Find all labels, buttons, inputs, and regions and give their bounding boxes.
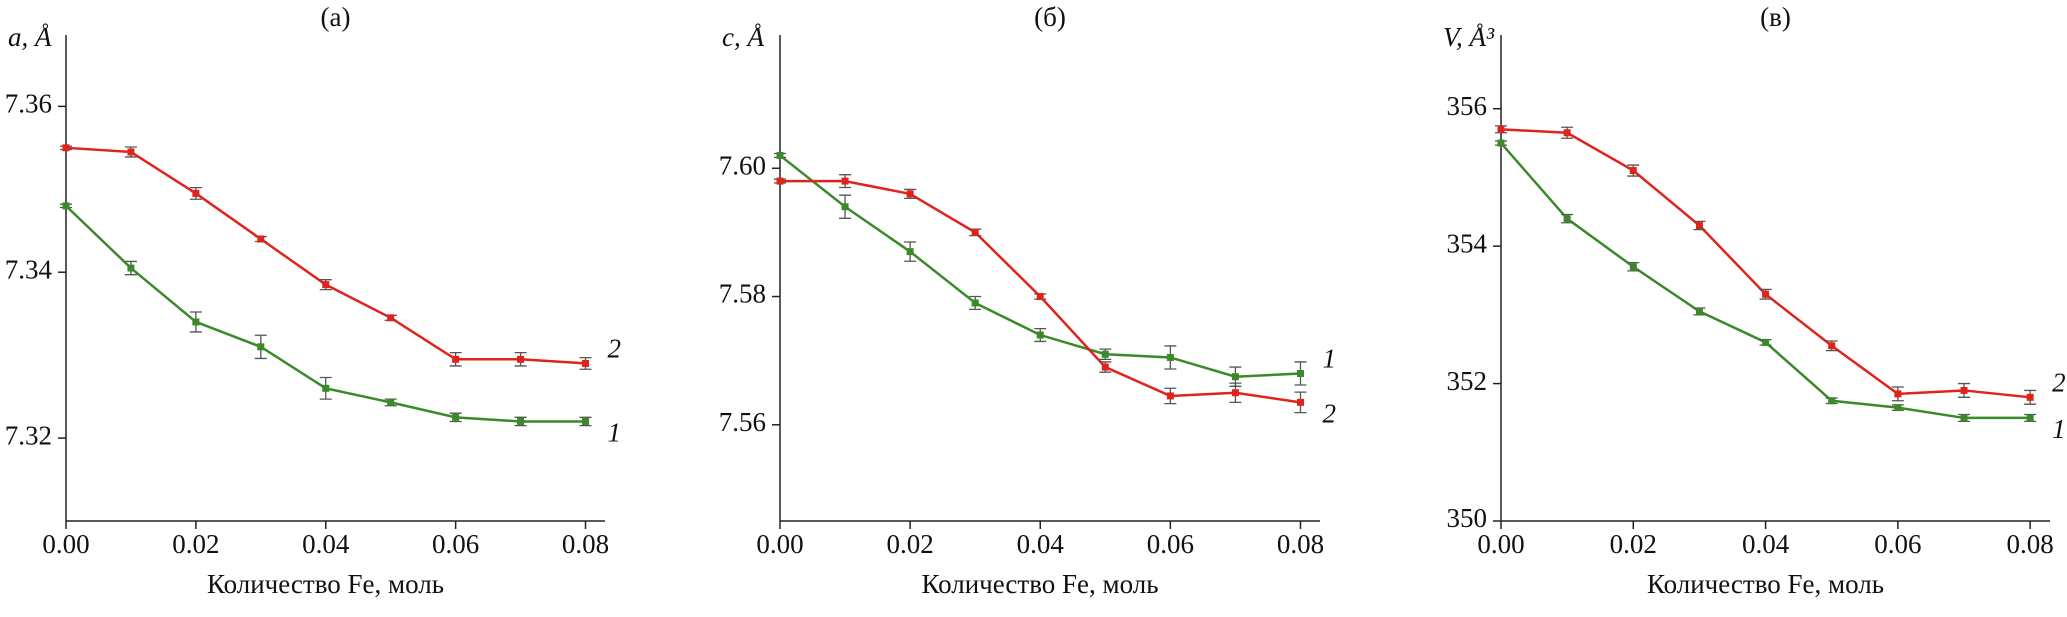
series-line <box>1500 142 2031 420</box>
y-axis-label: c, Å <box>722 22 764 52</box>
series-line <box>65 146 586 365</box>
x-tick-label: 0.06 <box>432 529 479 559</box>
series-line <box>779 154 1301 378</box>
y-tick-label: 7.60 <box>719 150 766 180</box>
data-point <box>776 177 784 185</box>
y-tick-label: 350 <box>1447 503 1488 533</box>
x-tick-label: 0.00 <box>1477 529 1524 559</box>
data-point <box>387 398 395 406</box>
panel-title: (в) <box>1760 2 1791 32</box>
series-label: 1 <box>2052 414 2066 444</box>
data-point <box>62 202 70 210</box>
data-point <box>1036 331 1044 339</box>
data-point <box>322 281 330 289</box>
data-point <box>2026 414 2034 422</box>
y-tick-label: 356 <box>1447 91 1488 121</box>
data-point <box>1894 404 1902 412</box>
panel-title: (а) <box>321 2 351 32</box>
data-point <box>1166 392 1174 400</box>
series-label: 2 <box>1322 399 1336 429</box>
data-point <box>841 177 849 185</box>
data-point <box>1828 342 1836 350</box>
data-point <box>517 417 525 425</box>
x-tick-label: 0.04 <box>1017 529 1065 559</box>
data-point <box>906 248 914 256</box>
y-tick-label: 7.58 <box>719 279 766 309</box>
x-tick-label: 0.00 <box>756 529 803 559</box>
x-axis-label: Количество Fe, моль <box>207 569 444 599</box>
data-point <box>192 189 200 197</box>
data-point <box>776 151 784 159</box>
y-axis-label: a, Å <box>8 22 52 52</box>
data-point <box>387 314 395 322</box>
data-point <box>127 264 135 272</box>
data-point <box>322 384 330 392</box>
data-point <box>1960 386 1968 394</box>
data-point <box>1695 222 1703 230</box>
data-point <box>1563 215 1571 223</box>
data-point <box>1036 293 1044 301</box>
data-point <box>1231 389 1239 397</box>
x-tick-label: 0.00 <box>42 529 89 559</box>
data-point <box>1296 369 1304 377</box>
y-axis-label: V, Å³ <box>1443 22 1495 52</box>
data-point <box>452 355 460 363</box>
x-axis-label: Количество Fe, моль <box>1647 569 1884 599</box>
y-tick-label: 352 <box>1447 366 1488 396</box>
series-label: 1 <box>608 418 622 448</box>
data-point <box>1497 139 1505 147</box>
y-tick-label: 7.32 <box>5 420 52 450</box>
data-point <box>257 235 265 243</box>
data-point <box>1629 263 1637 271</box>
y-tick-label: 7.36 <box>5 89 52 119</box>
series-label: 1 <box>1322 344 1336 374</box>
x-tick-label: 0.06 <box>1874 529 1921 559</box>
y-tick-label: 354 <box>1447 228 1488 258</box>
data-point <box>1497 125 1505 133</box>
y-tick-label: 7.56 <box>719 407 766 437</box>
x-tick-label: 0.02 <box>1610 529 1657 559</box>
data-point <box>841 203 849 211</box>
data-point <box>2026 393 2034 401</box>
data-point <box>1629 167 1637 175</box>
data-point <box>192 318 200 326</box>
data-point <box>906 190 914 198</box>
data-point <box>127 148 135 156</box>
data-point <box>582 359 590 367</box>
data-point <box>1695 307 1703 315</box>
x-tick-label: 0.02 <box>886 529 933 559</box>
x-tick-label: 0.04 <box>302 529 350 559</box>
data-point <box>582 417 590 425</box>
x-tick-label: 0.02 <box>172 529 219 559</box>
data-point <box>517 355 525 363</box>
data-point <box>1296 398 1304 406</box>
data-point <box>1166 353 1174 361</box>
x-tick-label: 0.06 <box>1147 529 1194 559</box>
data-point <box>257 343 265 351</box>
data-point <box>1828 397 1836 405</box>
x-tick-label: 0.08 <box>562 529 609 559</box>
series-line <box>1500 128 2031 399</box>
data-point <box>1101 350 1109 358</box>
data-point <box>1231 373 1239 381</box>
data-point <box>62 144 70 152</box>
data-point <box>1101 363 1109 371</box>
data-point <box>1960 414 1968 422</box>
data-point <box>1563 129 1571 137</box>
data-point <box>971 299 979 307</box>
x-tick-label: 0.04 <box>1742 529 1790 559</box>
x-tick-label: 0.08 <box>2007 529 2054 559</box>
data-point <box>1762 290 1770 298</box>
panel-title: (б) <box>1034 2 1066 32</box>
series-label: 2 <box>608 334 622 364</box>
data-point <box>971 228 979 236</box>
x-tick-label: 0.08 <box>1277 529 1324 559</box>
data-point <box>452 413 460 421</box>
series-label: 2 <box>2052 368 2066 398</box>
data-point <box>1894 390 1902 398</box>
y-tick-label: 7.34 <box>5 254 53 284</box>
x-axis-label: Количество Fe, моль <box>921 569 1158 599</box>
data-point <box>1762 338 1770 346</box>
